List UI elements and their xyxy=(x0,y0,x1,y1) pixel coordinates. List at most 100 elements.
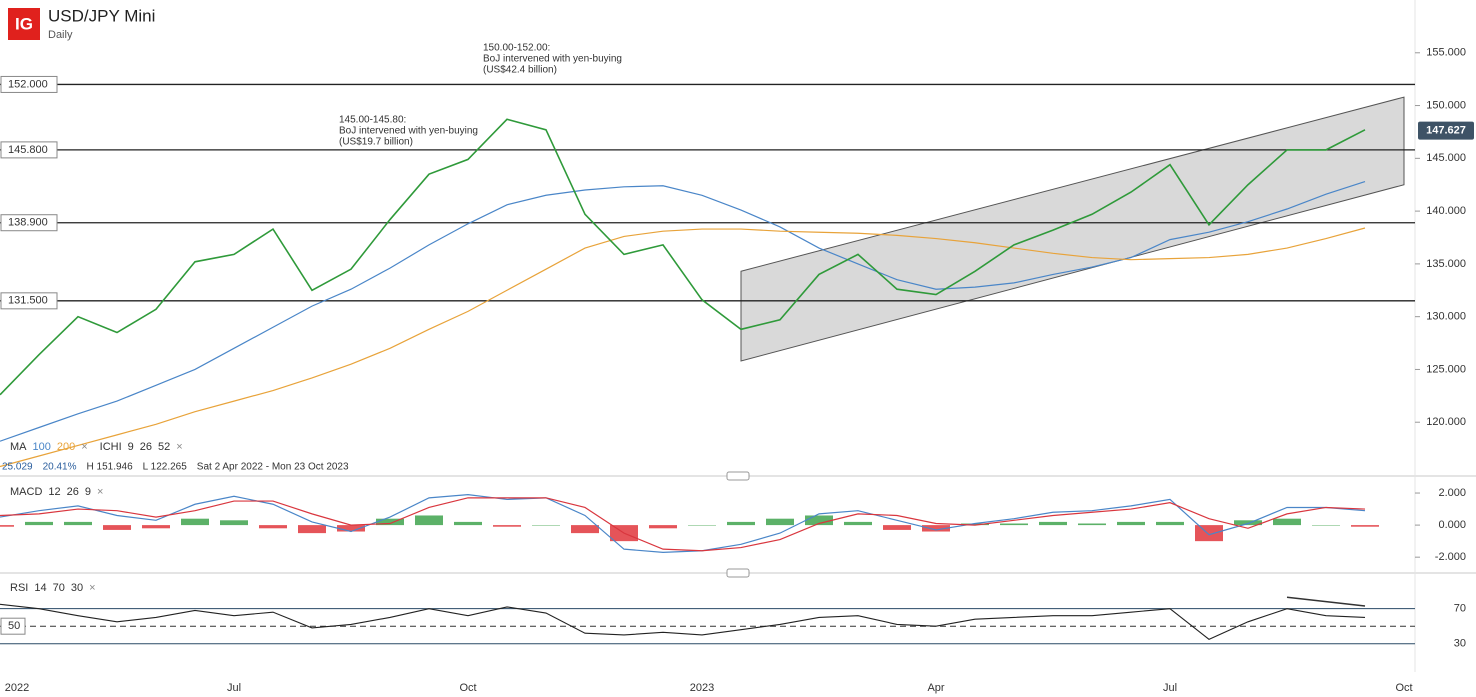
level-label: 131.500 xyxy=(8,295,48,307)
level-label-box xyxy=(0,292,58,310)
x-tick-label: 2023 xyxy=(690,682,714,694)
annotation: BoJ intervened with yen-buying xyxy=(339,126,478,137)
histogram-bar xyxy=(649,525,677,529)
close-button[interactable]: × xyxy=(97,486,103,498)
stat: L 122.265 xyxy=(143,462,188,473)
histogram-bar xyxy=(337,525,365,532)
logo: IG xyxy=(15,14,33,33)
legend-entry: 200 xyxy=(57,441,75,453)
histogram-bar xyxy=(1156,521,1184,526)
level-label: 138.900 xyxy=(8,217,48,229)
level-label: 145.800 xyxy=(8,144,48,156)
histogram-bar xyxy=(532,525,560,526)
interval: Daily xyxy=(48,29,73,41)
histogram-bar xyxy=(1117,521,1145,526)
level-label: 152.000 xyxy=(8,78,48,90)
divergence-line xyxy=(1286,596,1366,607)
logo-box xyxy=(8,8,40,40)
histogram-bar xyxy=(961,523,989,526)
histogram-bar xyxy=(727,521,755,526)
y-tick-label: -2.000 xyxy=(1435,551,1466,563)
y-tick-label: 140.000 xyxy=(1426,205,1466,217)
y-tick-label: 30 xyxy=(1454,638,1466,650)
annotation: (US$42.4 billion) xyxy=(483,65,557,76)
histogram-bar xyxy=(415,515,443,526)
indicator-label: 26 xyxy=(67,486,79,498)
histogram-bar xyxy=(1312,525,1340,526)
histogram-bar xyxy=(1078,523,1106,526)
y-tick-label: 120.000 xyxy=(1426,416,1466,428)
close-button[interactable]: × xyxy=(89,582,95,594)
y-tick-label: 130.000 xyxy=(1426,311,1466,323)
histogram-bar xyxy=(493,525,521,527)
x-tick-label: Jul xyxy=(1163,682,1177,694)
last-price-label: 147.627 xyxy=(1426,125,1466,137)
y-tick-label: 155.000 xyxy=(1426,47,1466,59)
y-tick-label: 125.000 xyxy=(1426,363,1466,375)
indicator-label: 70 xyxy=(53,582,65,594)
histogram-bar xyxy=(766,518,794,526)
indicator-label: 30 xyxy=(71,582,83,594)
legend-entry: 100 xyxy=(33,441,51,453)
level-label-box xyxy=(0,141,58,159)
indicator-label: ICHI xyxy=(100,441,122,453)
moving-average xyxy=(0,227,1366,468)
y-tick-label: 145.000 xyxy=(1426,152,1466,164)
histogram-bar xyxy=(64,521,92,526)
histogram-bar xyxy=(844,521,872,526)
histogram-bar xyxy=(181,518,209,526)
instrument-title: USD/JPY Mini xyxy=(48,6,155,25)
stat: H 151.946 xyxy=(87,462,134,473)
regression-channel xyxy=(740,96,1405,362)
price-line xyxy=(0,118,1366,396)
histogram-bar xyxy=(1234,520,1262,526)
indicator-label: MACD xyxy=(10,486,42,498)
close-button[interactable]: × xyxy=(176,441,182,453)
x-tick-label: Apr xyxy=(927,682,944,694)
x-tick-label: Oct xyxy=(459,682,476,694)
indicator-label: MA xyxy=(10,441,27,453)
histogram-bar xyxy=(142,525,170,529)
histogram-bar xyxy=(1195,525,1223,542)
annotation: 150.00-152.00: xyxy=(483,43,550,54)
histogram-bar xyxy=(25,521,53,526)
y-tick-label: 135.000 xyxy=(1426,258,1466,270)
histogram-bar xyxy=(220,520,248,526)
histogram-bar xyxy=(571,525,599,534)
histogram-bar xyxy=(103,525,131,530)
stat: Sat 2 Apr 2022 - Mon 23 Oct 2023 xyxy=(197,462,349,473)
histogram-bar xyxy=(1000,523,1028,526)
x-tick-label: Oct xyxy=(1395,682,1412,694)
indicator-label: 9 xyxy=(85,486,91,498)
annotation: BoJ intervened with yen-buying xyxy=(483,54,622,65)
indicator-param: 26 xyxy=(140,441,152,453)
stat: 25.029 xyxy=(2,462,33,473)
midline-label: 50 xyxy=(8,620,20,632)
close-button[interactable]: × xyxy=(81,441,87,453)
histogram-bar xyxy=(1039,521,1067,526)
indicator-param: 9 xyxy=(128,441,134,453)
stat: 20.41% xyxy=(43,462,77,473)
macd-line xyxy=(0,494,1366,553)
indicator-label: RSI xyxy=(10,582,28,594)
x-tick-label: Jul xyxy=(227,682,241,694)
y-tick-label: 0.000 xyxy=(1438,519,1466,531)
indicator-label: 12 xyxy=(48,486,60,498)
histogram-bar xyxy=(883,525,911,530)
last-price-box xyxy=(1418,121,1474,140)
x-tick-label: 2022 xyxy=(5,682,29,694)
moving-average xyxy=(0,180,1366,442)
level-label-box xyxy=(0,214,58,232)
histogram-bar xyxy=(688,525,716,526)
y-tick-label: 150.000 xyxy=(1426,99,1466,111)
resize-handle[interactable] xyxy=(726,471,750,481)
annotation: (US$19.7 billion) xyxy=(339,137,413,148)
resize-handle[interactable] xyxy=(726,568,750,578)
level-label-box xyxy=(0,75,58,93)
histogram-bar xyxy=(1351,525,1379,527)
histogram-bar xyxy=(922,525,950,532)
histogram-bar xyxy=(376,518,404,526)
annotation: 145.00-145.80: xyxy=(339,115,406,126)
indicator-param: 52 xyxy=(158,441,170,453)
